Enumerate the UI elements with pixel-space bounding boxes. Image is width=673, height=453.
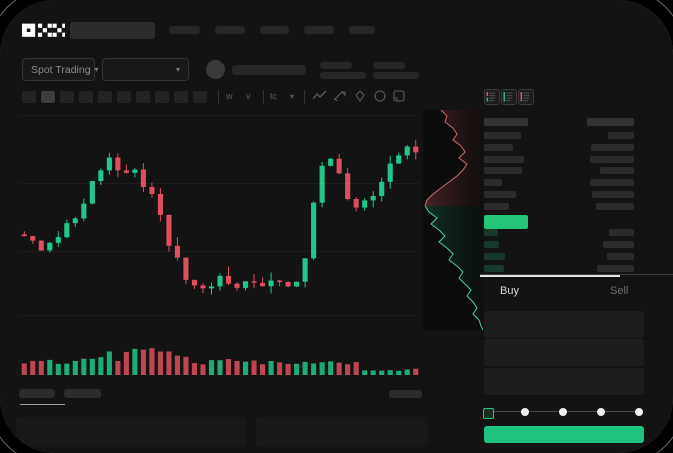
svg-text:w: w	[226, 91, 233, 101]
svg-text:▾: ▾	[290, 92, 294, 101]
svg-text:tc: tc	[270, 91, 278, 101]
svg-text:v: v	[246, 91, 251, 101]
